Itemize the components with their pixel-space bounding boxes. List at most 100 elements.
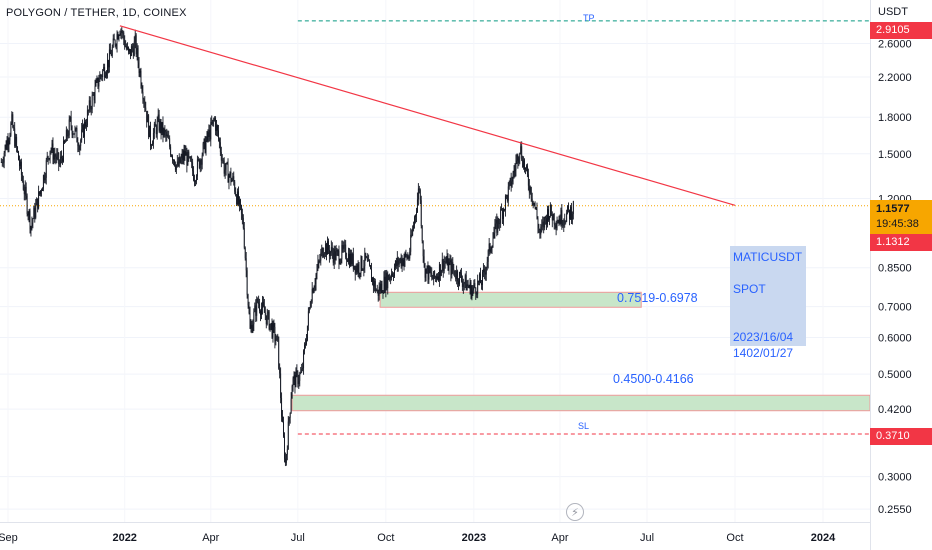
candle-body <box>282 416 283 422</box>
candle-body <box>386 272 388 289</box>
candle-body <box>513 171 515 173</box>
candle-body <box>398 260 400 265</box>
price-unit[interactable]: USDT <box>878 6 908 18</box>
candle-body <box>76 128 78 143</box>
candle-body <box>497 218 499 233</box>
note-box[interactable]: MATICUSDT SPOT 2023/16/04 1402/01/27 <box>730 246 806 360</box>
candle-body <box>521 146 523 160</box>
candle-body <box>191 161 193 163</box>
candle-body <box>292 378 294 387</box>
candle-body <box>58 152 60 165</box>
candle-body <box>534 202 536 208</box>
candle-body <box>409 251 411 259</box>
candle-body <box>8 140 10 146</box>
candle-body <box>30 226 32 230</box>
candle-body <box>435 276 437 278</box>
candle-body <box>546 218 548 225</box>
candle-body <box>391 273 393 278</box>
candle-body <box>308 307 310 312</box>
candle-body <box>461 280 463 287</box>
upper-zone-label: 0.7519-0.6978 <box>617 291 698 305</box>
candle-body <box>24 186 26 195</box>
candle-body <box>203 138 205 144</box>
candle-body <box>341 245 343 260</box>
candle-body <box>422 241 424 257</box>
candle-body <box>243 228 245 248</box>
candle-body <box>251 324 253 333</box>
candle-body <box>16 136 18 148</box>
candle-body <box>550 204 552 215</box>
candle-body <box>474 283 476 288</box>
support-zone <box>291 394 871 412</box>
x-tick-label: Apr <box>202 532 219 544</box>
candle-body <box>531 198 533 201</box>
candle-body <box>405 253 407 256</box>
candle-body <box>358 264 360 274</box>
candle-body <box>460 273 462 281</box>
candle-body <box>19 161 21 167</box>
candle-body <box>330 247 332 252</box>
candle-body <box>233 176 235 182</box>
candle-body <box>152 132 154 144</box>
candle-body <box>7 139 9 146</box>
candle-body <box>324 253 326 255</box>
candle-body <box>178 156 180 166</box>
candle-body <box>90 108 92 110</box>
x-tick-label: Oct <box>377 532 394 544</box>
candle-body <box>412 228 414 236</box>
candle-body <box>433 271 435 280</box>
candle-body <box>213 119 215 121</box>
candle-body <box>492 238 494 248</box>
candle-body <box>147 115 149 123</box>
candle-body <box>362 269 364 271</box>
candle-body <box>252 324 254 333</box>
candle-body <box>366 257 368 259</box>
candle-body <box>293 375 295 379</box>
candle-body <box>221 159 223 161</box>
candle-body <box>453 269 455 271</box>
candle-body <box>357 264 359 273</box>
candle-body <box>10 123 12 136</box>
candle-body <box>160 121 162 133</box>
candle-body <box>455 276 457 279</box>
lightning-bolt-icon[interactable]: ⚡︎ <box>566 503 584 521</box>
candle-body <box>73 133 75 135</box>
candle-body <box>369 260 371 266</box>
candle-body <box>510 178 512 187</box>
candle-body <box>486 261 488 268</box>
candle-body <box>300 372 302 374</box>
candle-body <box>5 144 7 150</box>
candle-body <box>430 272 432 274</box>
candle-body <box>310 301 312 307</box>
candle-body <box>553 213 555 225</box>
x-tick-label: Sep <box>0 532 18 544</box>
candle-body <box>465 275 467 291</box>
candle-body <box>80 140 82 147</box>
candle-body <box>491 247 493 250</box>
candle-body <box>4 144 6 153</box>
support-zone <box>379 291 642 308</box>
candle-body <box>140 71 142 87</box>
candle-body <box>526 166 528 175</box>
candle-body <box>63 140 65 143</box>
candle-body <box>456 270 458 279</box>
candle-body <box>364 252 366 267</box>
candle-body <box>164 129 166 132</box>
candle-body <box>257 298 259 302</box>
candle-body <box>15 136 17 147</box>
candle-body <box>78 146 80 151</box>
candle-body <box>479 273 481 283</box>
candle-body <box>259 304 261 312</box>
candle-body <box>124 39 126 47</box>
candle-body <box>395 260 397 267</box>
candle-body <box>515 160 517 170</box>
candle-body <box>262 301 264 306</box>
candle-body <box>55 156 57 160</box>
candle-body <box>89 100 91 109</box>
candle-body <box>99 75 101 82</box>
candle-body <box>82 125 84 130</box>
candle-body <box>47 156 49 159</box>
candle-body <box>505 195 507 196</box>
candle-body <box>423 256 425 264</box>
